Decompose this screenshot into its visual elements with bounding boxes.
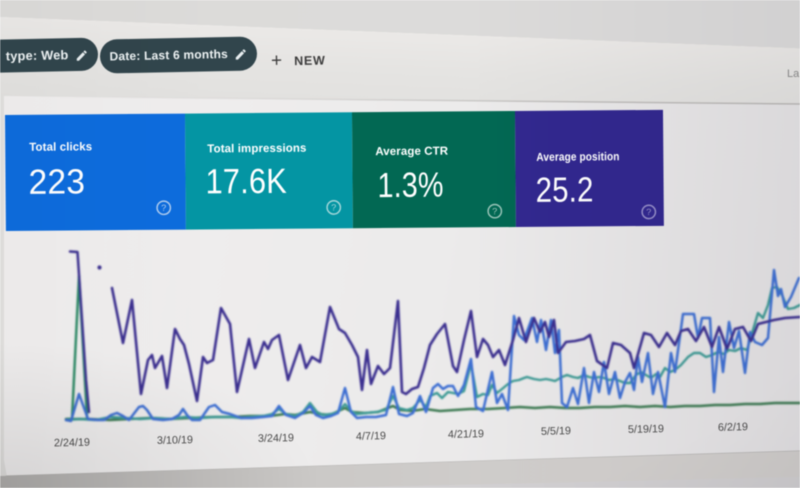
svg-text:?: ? [331,202,336,212]
svg-text:?: ? [492,206,497,216]
svg-text:?: ? [646,206,651,216]
svg-text:4/21/19: 4/21/19 [448,428,484,441]
svg-text:6/2/19: 6/2/19 [718,421,748,434]
svg-text:3/24/19: 3/24/19 [258,432,294,445]
svg-text:5/5/19: 5/5/19 [541,425,571,438]
svg-text:4/7/19: 4/7/19 [356,430,386,443]
svg-text:3/10/19: 3/10/19 [157,434,193,447]
svg-text:5/19/19: 5/19/19 [628,423,664,436]
svg-text:?: ? [161,202,166,212]
svg-text:2/24/19: 2/24/19 [54,437,90,450]
